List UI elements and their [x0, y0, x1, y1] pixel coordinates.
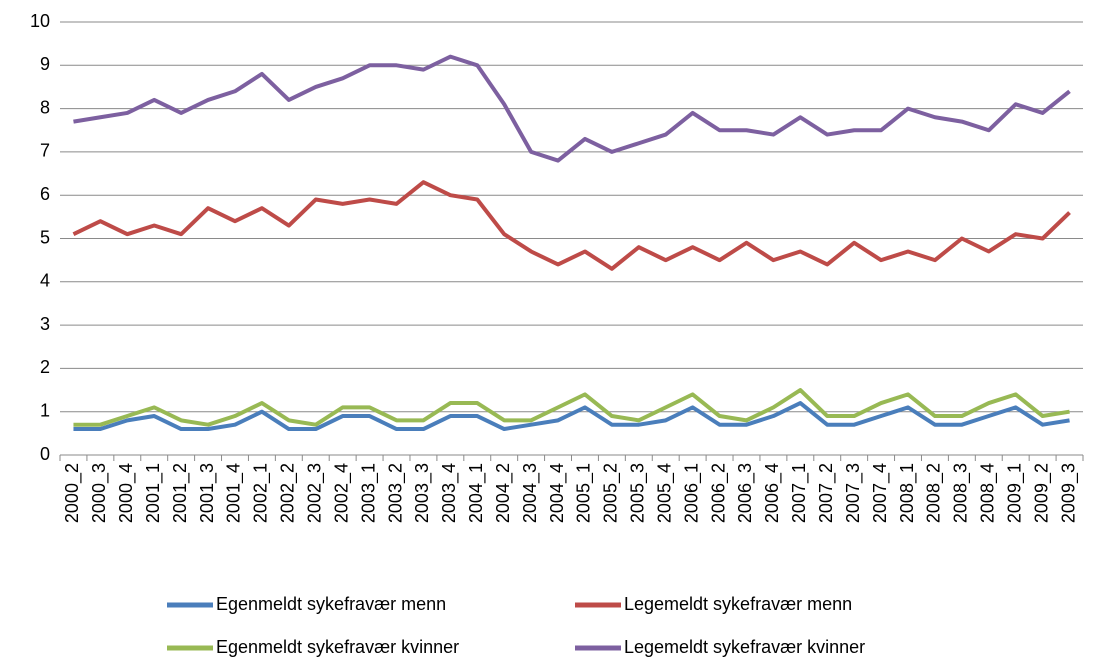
- y-tick-label: 5: [40, 227, 50, 247]
- x-tick-label: 2000_4: [116, 463, 137, 523]
- x-tick-label: 2006_3: [735, 463, 756, 523]
- x-tick-label: 2009_2: [1031, 463, 1052, 523]
- x-tick-label: 2005_1: [574, 463, 595, 523]
- x-tick-label: 2008_3: [951, 463, 972, 523]
- x-tick-label: 2008_1: [897, 463, 918, 523]
- x-tick-label: 2007_4: [870, 463, 891, 523]
- x-tick-label: 2005_3: [628, 463, 649, 523]
- x-tick-label: 2004_1: [466, 463, 487, 523]
- x-tick-label: 2008_4: [978, 463, 999, 523]
- x-tick-label: 2009_3: [1058, 463, 1079, 523]
- x-tick-label: 2007_1: [789, 463, 810, 523]
- y-tick-label: 7: [40, 141, 50, 161]
- x-tick-label: 2005_2: [601, 463, 622, 523]
- x-tick-label: 2009_1: [1004, 463, 1025, 523]
- x-tick-label: 2003_1: [358, 463, 379, 523]
- y-tick-label: 3: [40, 314, 50, 334]
- y-tick-label: 4: [40, 271, 50, 291]
- x-tick-label: 2002_2: [278, 463, 299, 523]
- y-tick-label: 2: [40, 357, 50, 377]
- x-tick-label: 2008_2: [924, 463, 945, 523]
- x-tick-label: 2003_3: [412, 463, 433, 523]
- y-tick-label: 9: [40, 54, 50, 74]
- x-tick-label: 2000_2: [62, 463, 83, 523]
- x-tick-label: 2002_1: [251, 463, 272, 523]
- series-line: [73, 401, 1070, 432]
- legend-label: Legemeldt sykefravær menn: [624, 594, 852, 614]
- x-tick-label: 2006_2: [708, 463, 729, 523]
- x-tick-label: 2007_2: [816, 463, 837, 523]
- y-tick-label: 10: [30, 11, 50, 31]
- series-line: [73, 388, 1070, 427]
- y-tick-label: 0: [40, 444, 50, 464]
- legend-label: Egenmeldt sykefravær kvinner: [216, 637, 459, 657]
- x-tick-label: 2006_1: [681, 463, 702, 523]
- x-tick-label: 2005_4: [654, 463, 675, 523]
- x-tick-label: 2000_3: [89, 463, 110, 523]
- x-tick-label: 2007_3: [843, 463, 864, 523]
- legend-label: Legemeldt sykefravær kvinner: [624, 637, 865, 657]
- legend-label: Egenmeldt sykefravær menn: [216, 594, 446, 614]
- y-tick-label: 8: [40, 97, 50, 117]
- x-tick-label: 2004_3: [520, 463, 541, 523]
- y-tick-label: 1: [40, 400, 50, 420]
- y-tick-label: 6: [40, 184, 50, 204]
- x-tick-label: 2001_2: [170, 463, 191, 523]
- x-tick-label: 2003_4: [439, 463, 460, 523]
- x-tick-label: 2002_4: [331, 463, 352, 523]
- x-tick-label: 2003_2: [385, 463, 406, 523]
- x-tick-label: 2001_3: [197, 463, 218, 523]
- x-tick-label: 2004_2: [493, 463, 514, 523]
- series-line: [72, 180, 1071, 271]
- x-tick-label: 2002_3: [305, 463, 326, 523]
- series-line: [73, 54, 1071, 163]
- x-tick-label: 2006_4: [762, 463, 783, 523]
- x-tick-label: 2001_1: [143, 463, 164, 523]
- x-tick-label: 2001_4: [224, 463, 245, 523]
- x-tick-label: 2004_4: [547, 463, 568, 523]
